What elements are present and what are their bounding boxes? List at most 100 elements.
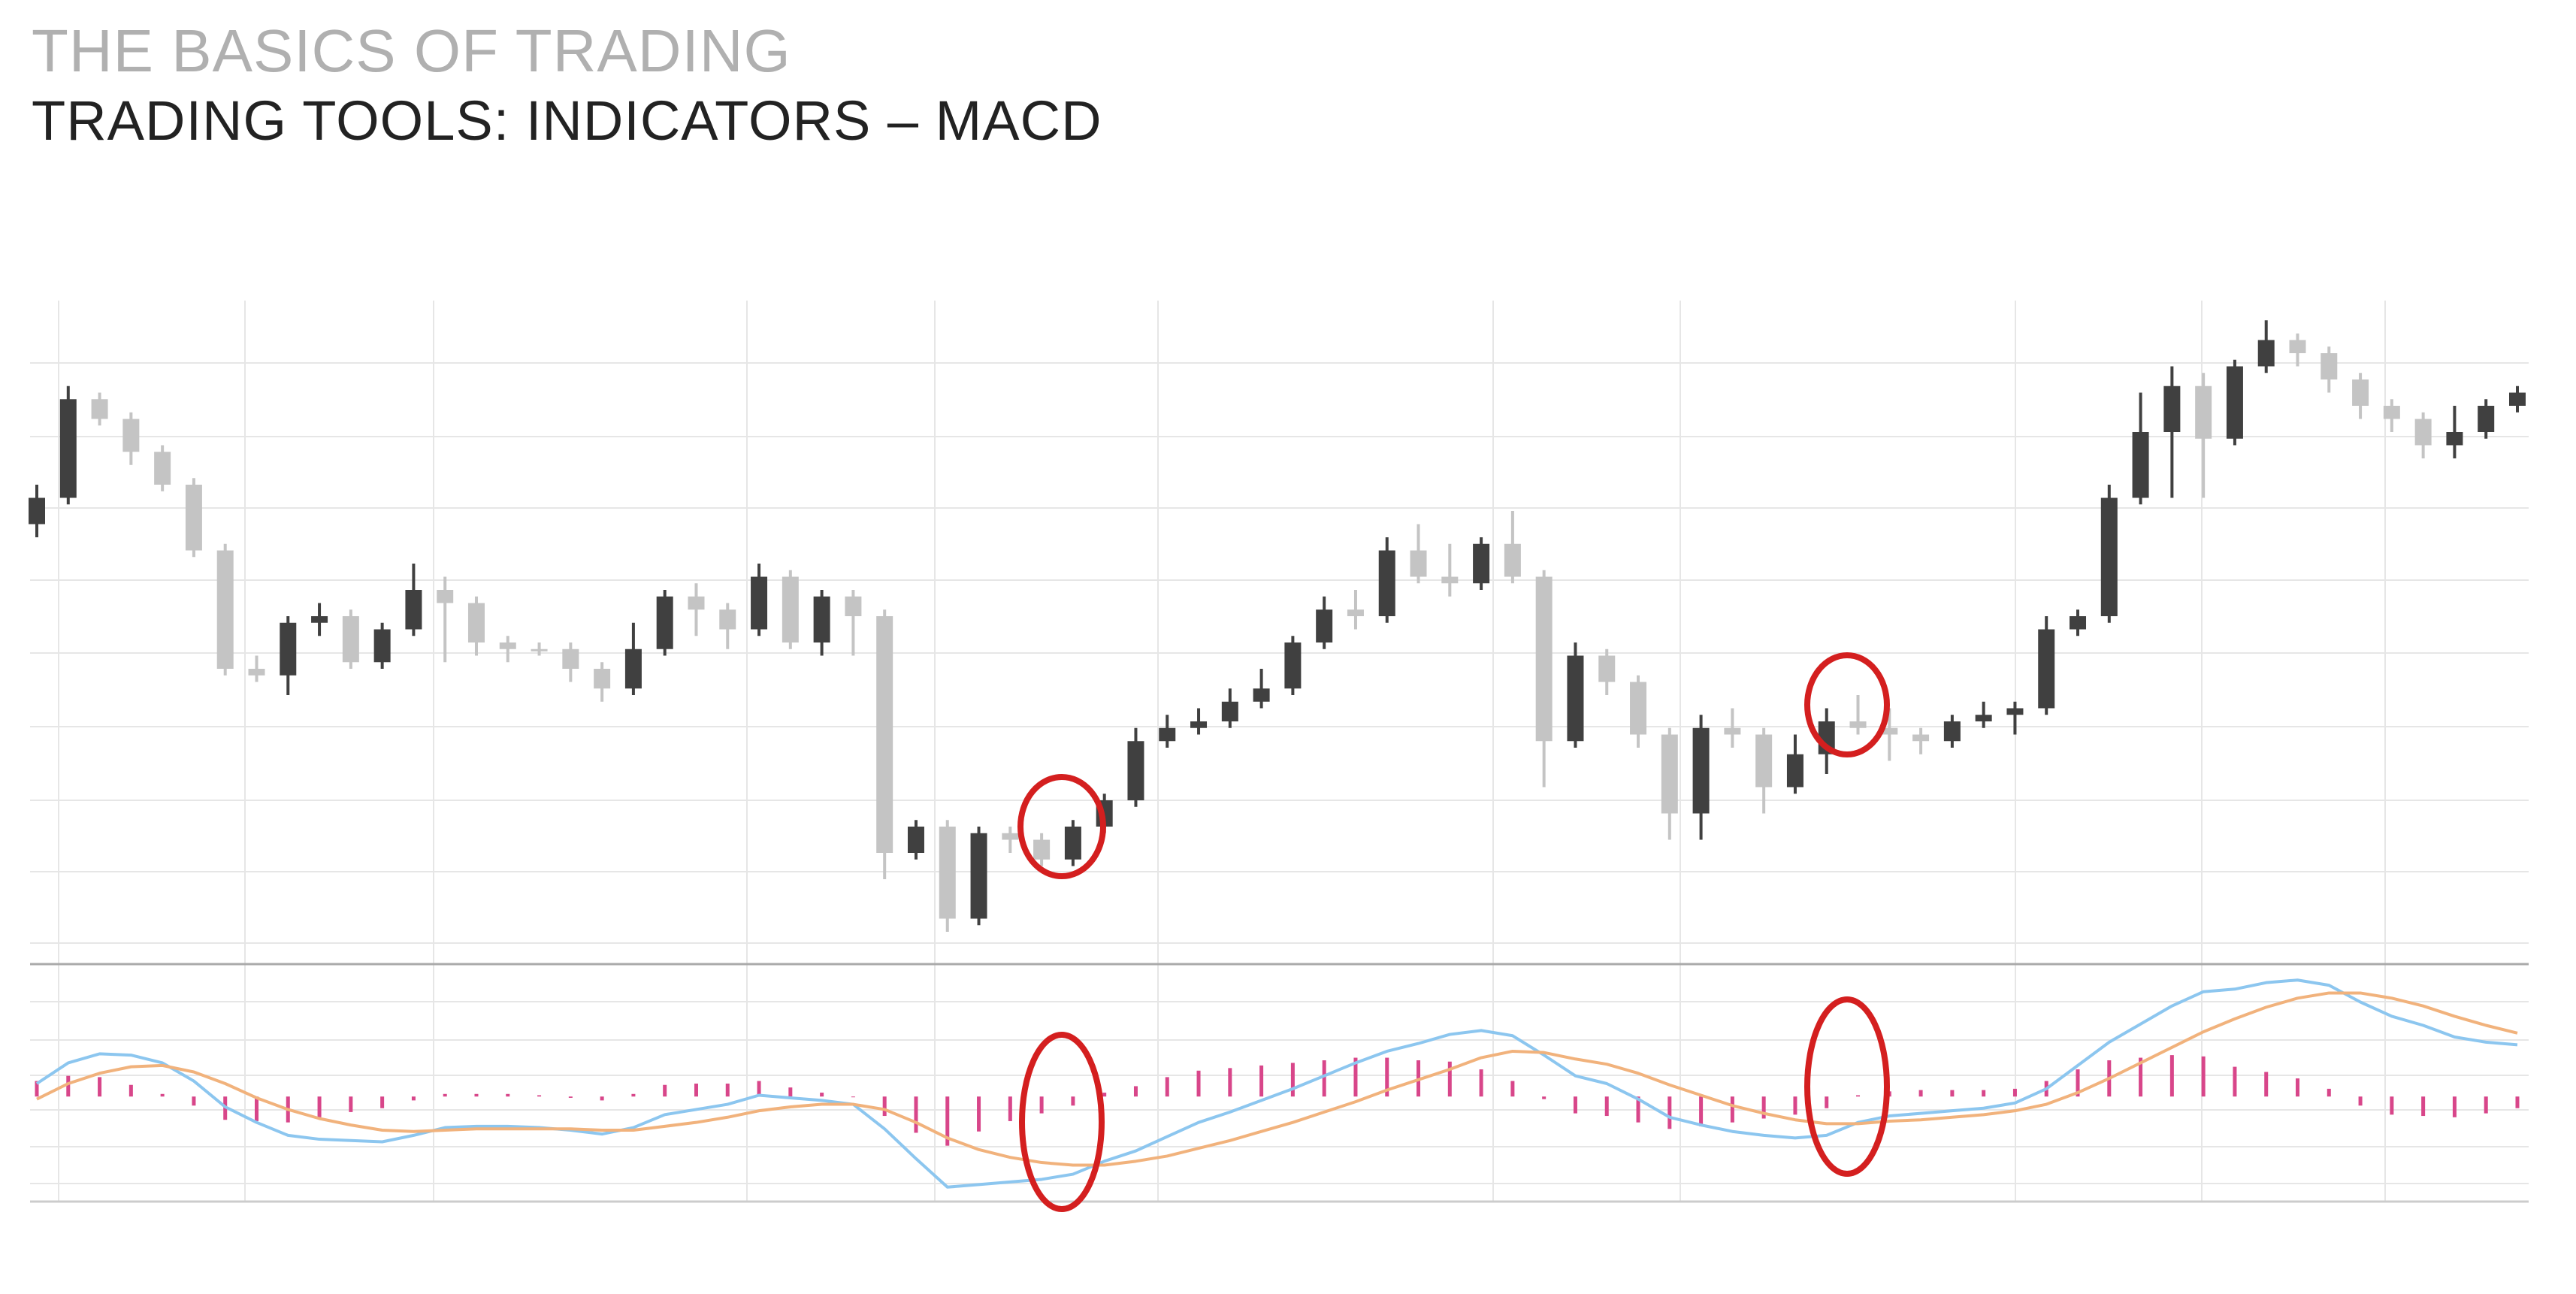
histogram-bar <box>474 1093 479 1097</box>
histogram-bar <box>788 1087 793 1097</box>
candle-body <box>2509 392 2526 406</box>
candle-body <box>1441 576 1459 584</box>
histogram-bar <box>66 1075 71 1097</box>
histogram-bar <box>1196 1070 1201 1097</box>
candle-body <box>2414 419 2432 446</box>
candle-body <box>1002 833 1019 840</box>
histogram-bar <box>35 1081 39 1097</box>
histogram-bar <box>1761 1096 1766 1119</box>
candle-body <box>1567 655 1584 742</box>
candle-body <box>2383 406 2400 419</box>
candle-body <box>562 649 579 669</box>
histogram-bar <box>1542 1096 1547 1099</box>
candle-body <box>437 590 454 603</box>
histogram-bar <box>349 1096 353 1112</box>
candle-body <box>499 642 516 649</box>
histogram-bar <box>2327 1088 2331 1097</box>
histogram-bar <box>1071 1096 1075 1106</box>
candle-body <box>1347 609 1364 616</box>
histogram-bar <box>537 1095 542 1097</box>
histogram-bar <box>1008 1096 1012 1121</box>
histogram-bar <box>1228 1068 1232 1097</box>
histogram-bar <box>1636 1096 1640 1123</box>
histogram-bar <box>128 1084 133 1097</box>
histogram-bar <box>1667 1096 1672 1129</box>
candle-body <box>1284 642 1302 689</box>
candle-body <box>1378 550 1395 616</box>
candle-body <box>1410 550 1427 577</box>
histogram-bar <box>1825 1096 1829 1108</box>
candle-body <box>1159 727 1176 742</box>
grid <box>30 301 2529 1202</box>
histogram-bar <box>1510 1081 1515 1097</box>
histogram-bar <box>506 1093 510 1097</box>
histogram-bar <box>1385 1057 1389 1097</box>
histogram-bar <box>600 1096 604 1101</box>
candle-body <box>2289 340 2306 353</box>
histogram-bar <box>568 1096 573 1098</box>
histogram-bar <box>254 1096 259 1121</box>
candle-body <box>29 497 45 525</box>
histogram-bar <box>2076 1069 2080 1097</box>
candle-body <box>1724 727 1741 735</box>
candle-body <box>1598 655 1616 682</box>
histogram-bar <box>160 1093 165 1097</box>
histogram-bar <box>1290 1063 1295 1097</box>
candle-body <box>1033 839 1051 860</box>
candle-body <box>2446 432 2463 446</box>
histogram-bar <box>2515 1096 2520 1108</box>
candle-body <box>1692 727 1710 814</box>
histogram-bar <box>98 1077 102 1097</box>
histogram-bar <box>2421 1096 2426 1117</box>
histogram-bar <box>2452 1096 2457 1117</box>
candle-body <box>2321 353 2338 379</box>
candle-body <box>185 485 202 551</box>
histogram-bar <box>694 1084 698 1097</box>
histogram-bar <box>2233 1066 2237 1097</box>
histogram-bar <box>1447 1061 1452 1097</box>
indicator-line <box>36 991 2518 1167</box>
histogram-bar <box>1133 1086 1138 1097</box>
histogram-bar <box>2484 1096 2488 1114</box>
candle-body <box>1881 727 1898 735</box>
candle-body <box>845 596 862 616</box>
histogram-bar <box>1479 1069 1483 1097</box>
candle-body <box>311 616 328 623</box>
histogram-bar <box>882 1096 887 1117</box>
histogram-bar <box>317 1096 322 1117</box>
candle-body <box>594 669 611 689</box>
candle-body <box>1064 827 1081 860</box>
candle-body <box>656 596 673 649</box>
histogram-bar <box>1165 1077 1169 1097</box>
histogram-bar <box>1039 1096 1044 1114</box>
histogram-bar <box>1730 1096 1734 1123</box>
candle-body <box>1221 701 1238 721</box>
candle-body <box>719 609 736 630</box>
candle-body <box>970 833 987 919</box>
candle-body <box>939 827 956 919</box>
candle-body <box>1849 721 1867 728</box>
candle-body <box>2163 385 2181 432</box>
histogram-bar <box>443 1093 447 1097</box>
candle-body <box>1630 682 1647 735</box>
candle-body <box>216 550 234 669</box>
highlight-circle <box>1017 774 1106 879</box>
candle-body <box>280 622 297 676</box>
candle-body <box>1316 609 1333 642</box>
candle-body <box>876 616 893 853</box>
histogram-bar <box>2169 1055 2174 1097</box>
histogram-bar <box>663 1084 667 1097</box>
histogram-bar <box>411 1096 416 1101</box>
candle-body <box>2038 629 2055 709</box>
candle-body <box>91 399 108 419</box>
candle-body <box>373 629 391 663</box>
candle-body <box>813 596 830 642</box>
histogram-bar <box>1950 1090 1955 1097</box>
candle-body <box>1473 543 1490 584</box>
histogram-bar <box>1322 1060 1326 1097</box>
histogram-bar <box>2012 1088 2017 1097</box>
histogram-bar <box>631 1093 636 1097</box>
slide-title: THE BASICS OF TRADING <box>32 17 791 84</box>
candle-body <box>1661 734 1678 814</box>
